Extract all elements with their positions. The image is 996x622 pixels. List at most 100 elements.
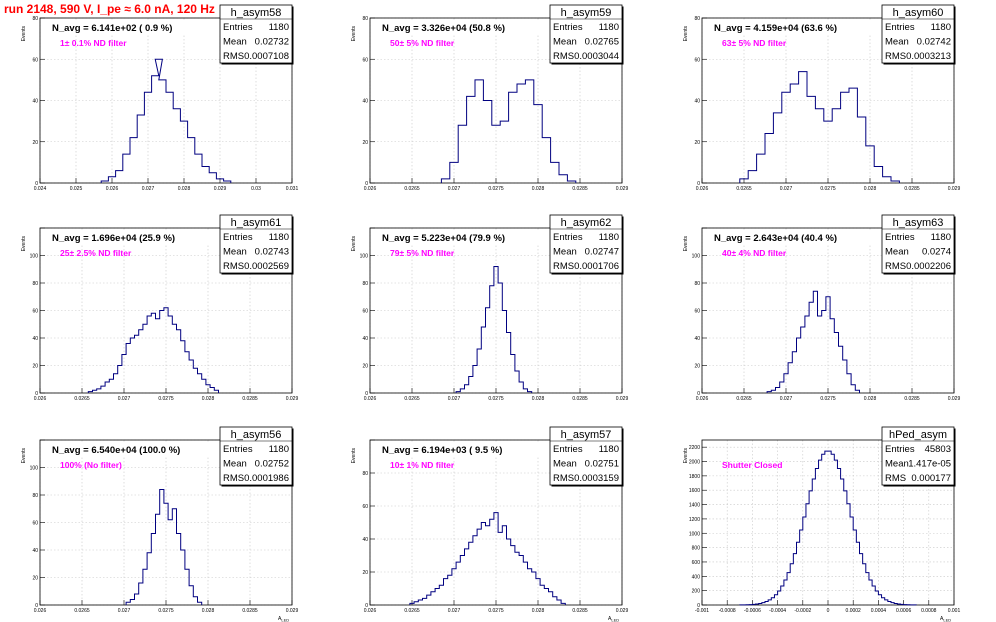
x-tick-label: 0.031 [286, 186, 299, 192]
histogram-bin [822, 311, 826, 394]
histogram-bin [894, 603, 897, 605]
x-tick-label: 0.028 [532, 186, 545, 192]
stats-value: 0.0007108 [244, 51, 289, 62]
histogram-bin [863, 564, 866, 605]
filter-label: 10± 1% ND filter [390, 460, 455, 470]
histogram-bin [511, 546, 515, 605]
histogram-bin [108, 177, 115, 183]
histogram-bin [792, 352, 796, 393]
histogram-bin [216, 179, 223, 183]
x-tick-label: 0.027 [448, 186, 461, 192]
histogram-bin [214, 390, 218, 393]
histogram-outline [766, 290, 860, 393]
histogram-bin [435, 589, 439, 606]
x-tick-label: -0.0004 [769, 608, 786, 614]
n-avg-box [42, 442, 226, 457]
y-tick-label: 40 [32, 99, 38, 105]
y-tick-label: 40 [362, 336, 368, 342]
y-tick-label: 2000 [689, 460, 700, 466]
stats-value: 0.0001986 [244, 473, 289, 484]
histogram-bin [101, 386, 105, 393]
x-tick-label: 0.029 [286, 396, 299, 402]
histogram-bin [477, 349, 481, 393]
x-tick-label: 0.0285 [904, 396, 920, 402]
n-avg-box [372, 20, 556, 35]
histogram-bin [781, 586, 784, 605]
histogram-bin [553, 597, 557, 605]
histogram-bin [473, 366, 477, 394]
n-avg-label: N_avg = 6.141e+02 ( 0.9 %) [52, 23, 172, 34]
histogram-bin [126, 344, 130, 394]
filter-label: 40± 4% ND filter [722, 248, 787, 258]
histogram-bin [410, 603, 414, 605]
stats-label: RMS [885, 261, 906, 272]
stats-title: h_asym60 [893, 7, 944, 19]
x-tick-label: -0.001 [695, 608, 709, 614]
x-tick-label: 0.028 [202, 608, 215, 614]
x-tick-label: 0.028 [532, 396, 545, 402]
x-tick-label: 0.027 [448, 396, 461, 402]
histogram-outline [409, 512, 566, 605]
histogram-bin [193, 368, 197, 393]
n-avg-box [704, 20, 888, 35]
histogram-bin [801, 327, 805, 393]
stats-value: 0.000177 [911, 473, 951, 484]
x-tick-label: 0.0285 [242, 608, 258, 614]
y-tick-label: 60 [362, 57, 368, 63]
histogram-bin [427, 595, 431, 605]
y-tick-label: 60 [32, 57, 38, 63]
y-tick-label: 0 [35, 181, 38, 187]
histogram-h_asym63: 0.026 0.0265 0.027 0.0275 0.028 0.0285 0.029 0 2… [683, 214, 960, 402]
y-tick-label: 80 [694, 16, 700, 22]
histogram-bin [752, 604, 755, 605]
stats-value: 1180 [269, 232, 289, 243]
n-avg-label: N_avg = 2.643e+04 (40.4 %) [714, 233, 837, 244]
histogram-bin [172, 324, 176, 393]
n-avg-box [42, 20, 226, 35]
y-axis-label: Events [351, 26, 357, 42]
stats-value: 1180 [269, 22, 289, 33]
histogram-bin [771, 390, 775, 393]
stats-value: 1180 [931, 22, 951, 33]
histogram-bin [224, 181, 231, 183]
y-tick-label: 80 [362, 471, 368, 477]
y-tick-label: 20 [32, 576, 38, 582]
y-tick-label: 1200 [689, 517, 700, 523]
histogram-bin [465, 385, 469, 393]
y-tick-label: 40 [694, 336, 700, 342]
histogram-bin [851, 385, 855, 393]
stats-value: 0.02752 [255, 459, 289, 470]
histogram-bin [109, 379, 113, 393]
x-tick-label: 0.0265 [404, 396, 420, 402]
stats-label: Mean [223, 459, 247, 470]
x-tick-label: 0.0002 [846, 608, 862, 614]
histogram-bin [830, 319, 834, 393]
y-tick-label: 100 [360, 254, 369, 260]
stats-box [881, 214, 955, 274]
x-tick-label: 0.029 [286, 608, 299, 614]
histogram-bin [534, 105, 542, 183]
histogram-bin [822, 454, 825, 605]
histogram-bin [828, 451, 831, 605]
histogram-bin [481, 523, 485, 606]
y-tick-label: 600 [692, 560, 701, 566]
histogram-bin [757, 154, 765, 183]
histogram-bin [139, 583, 143, 605]
histogram-bin [788, 363, 792, 393]
histogram-h_asym56: 0.026 0.0265 0.027 0.0275 0.028 0.0285 0.029 0 2… [21, 426, 299, 622]
histogram-bin [765, 602, 768, 605]
histogram-bin [771, 598, 774, 605]
histogram-bin [147, 316, 151, 393]
histogram-bin [519, 382, 523, 393]
histogram-bin [790, 564, 793, 605]
x-tick-label: 0.026 [106, 186, 119, 192]
x-tick-label: 0.029 [616, 396, 629, 402]
histogram-bin [872, 586, 875, 605]
histogram-bin [143, 324, 147, 393]
histogram-bin [469, 377, 473, 394]
histogram-bin [130, 600, 134, 606]
x-tick-label: 0.0265 [74, 396, 90, 402]
histogram-bin [143, 569, 147, 605]
x-tick-label: 0.001 [948, 608, 961, 614]
histogram-bin [532, 572, 536, 605]
